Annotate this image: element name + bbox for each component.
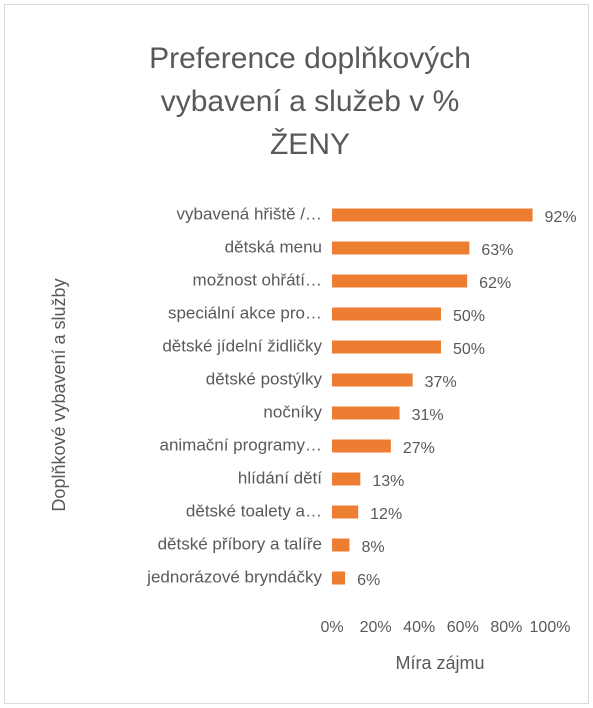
value-label: 12%	[370, 506, 402, 523]
y-tick-label: dětské jídelní židličky	[162, 336, 322, 355]
value-label: 50%	[453, 341, 485, 358]
y-tick-label: dětská menu	[225, 237, 322, 256]
value-label: 62%	[479, 275, 511, 292]
bar	[332, 406, 400, 420]
y-tick-label: speciální akce pro…	[168, 303, 322, 322]
y-tick-label: možnost ohřátí…	[193, 270, 322, 289]
value-label: 6%	[357, 572, 380, 589]
bar	[332, 307, 441, 321]
bar	[332, 505, 359, 519]
x-tick-label: 80%	[490, 619, 522, 636]
y-tick-label: vybavená hřiště /…	[176, 204, 322, 223]
x-tick-label: 0%	[320, 619, 343, 636]
chart-title: ŽENY	[270, 128, 350, 161]
value-label: 8%	[361, 539, 384, 556]
bar	[332, 472, 361, 486]
value-label: 37%	[425, 374, 457, 391]
bar	[332, 208, 533, 222]
y-tick-label: dětské příbory a talíře	[158, 534, 322, 553]
value-label: 92%	[545, 209, 577, 226]
value-label: 50%	[453, 308, 485, 325]
value-label: 13%	[372, 473, 404, 490]
y-tick-label: hlídání dětí	[238, 468, 322, 487]
chart-title: vybavení a služeb v %	[161, 85, 460, 118]
y-axis-title: Doplňkové vybavení a služby	[49, 278, 69, 511]
chart-title: Preference doplňkových	[149, 42, 471, 75]
x-tick-label: 60%	[447, 619, 479, 636]
x-axis-title: Míra zájmu	[395, 653, 484, 673]
bar	[332, 340, 441, 354]
y-tick-label: nočníky	[263, 402, 322, 421]
bar	[332, 571, 346, 585]
chart-border	[4, 4, 589, 704]
bar	[332, 274, 468, 288]
value-label: 27%	[403, 440, 435, 457]
x-tick-label: 100%	[530, 619, 571, 636]
bar	[332, 439, 391, 453]
bar	[332, 373, 413, 387]
bar	[332, 241, 470, 255]
value-label: 63%	[481, 242, 513, 259]
y-tick-label: dětské toalety a…	[186, 501, 322, 520]
value-label: 31%	[412, 407, 444, 424]
y-tick-label: jednorázové bryndáčky	[146, 567, 322, 586]
y-tick-label: animační programy…	[159, 435, 322, 454]
bar	[332, 538, 350, 552]
y-tick-label: dětské postýlky	[206, 369, 323, 388]
x-tick-label: 20%	[360, 619, 392, 636]
x-tick-label: 40%	[403, 619, 435, 636]
